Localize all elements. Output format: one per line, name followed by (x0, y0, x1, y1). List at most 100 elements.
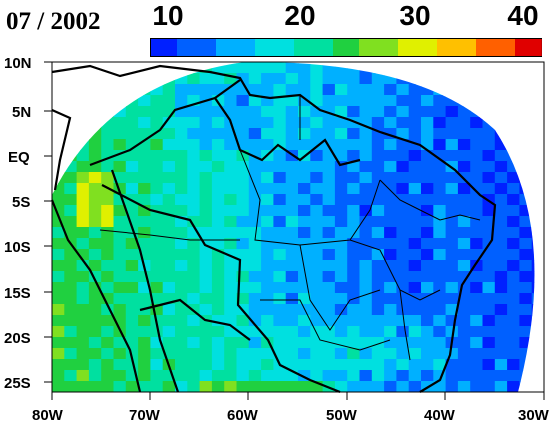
grid-cell (494, 128, 508, 140)
grid-cell (150, 73, 164, 85)
grid-cell (248, 370, 262, 382)
grid-cell (285, 304, 299, 316)
grid-cell (445, 172, 459, 184)
grid-cell (445, 84, 459, 96)
grid-cell (101, 381, 114, 392)
grid-cell (248, 381, 262, 392)
grid-cell (322, 183, 336, 195)
grid-cell (187, 106, 201, 118)
grid-cell (384, 315, 397, 327)
grid-cell (494, 260, 508, 272)
grid-cell (211, 139, 225, 151)
grid-cell (433, 370, 447, 382)
grid-cell (113, 205, 127, 217)
grid-cell (310, 293, 324, 305)
grid-cell (384, 381, 397, 392)
grid-cell (470, 359, 483, 371)
grid-cell (199, 381, 213, 392)
grid-cell (113, 62, 127, 74)
grid-cell (433, 282, 447, 294)
grid-cell (236, 172, 250, 184)
grid-cell (347, 194, 360, 206)
grid-cell (494, 117, 508, 129)
grid-cell (359, 293, 373, 305)
grid-cell (408, 282, 422, 294)
grid-cell (494, 348, 508, 360)
grid-cell (162, 205, 176, 217)
grid-cell (298, 73, 311, 85)
grid-cell (113, 139, 127, 151)
grid-cell (273, 337, 287, 349)
grid-cell (347, 73, 360, 85)
grid-cell (248, 359, 262, 371)
grid-cell (470, 326, 483, 338)
grid-cell (347, 282, 360, 294)
grid-cell (273, 315, 287, 327)
y-tick-10n: 10N (4, 55, 32, 72)
grid-cell (125, 205, 139, 217)
grid-cell (113, 227, 127, 239)
grid-cell (482, 260, 496, 272)
grid-cell (457, 117, 471, 129)
grid-cell (101, 73, 114, 85)
grid-cell (76, 95, 90, 107)
grid-cell (396, 293, 410, 305)
grid-cell (408, 315, 422, 327)
grid-cell (273, 260, 287, 272)
grid-cell (371, 216, 385, 228)
grid-cell (384, 348, 397, 360)
grid-cell (421, 84, 434, 96)
grid-cell (162, 304, 176, 316)
grid-cell (310, 216, 324, 228)
grid-cell (236, 161, 250, 173)
grid-cell (371, 260, 385, 272)
grid-cell (421, 227, 434, 239)
grid-cell (371, 95, 385, 107)
grid-cell (125, 128, 139, 140)
grid-cell (408, 73, 422, 85)
grid-cell (113, 260, 127, 272)
grid-cell (211, 84, 225, 96)
grid-cell (457, 62, 471, 74)
grid-cell (298, 326, 311, 338)
grid-cell (531, 150, 535, 162)
grid-cell (310, 326, 324, 338)
grid-cell (445, 348, 459, 360)
grid-cell (334, 73, 348, 85)
grid-cell (175, 161, 188, 173)
grid-cell (421, 117, 434, 129)
grid-cell (347, 304, 360, 316)
grid-cell (396, 370, 410, 382)
grid-cell (285, 370, 299, 382)
grid-cell (273, 172, 287, 184)
grid-cell (457, 84, 471, 96)
grid-cell (396, 172, 410, 184)
grid-cell (519, 106, 533, 118)
grid-cell (76, 337, 90, 349)
grid-cell (113, 106, 127, 118)
grid-cell (125, 95, 139, 107)
grid-cell (421, 139, 434, 151)
grid-cell (470, 271, 483, 283)
grid-cell (88, 106, 102, 118)
grid-cell (125, 260, 139, 272)
grid-cell (125, 183, 139, 195)
grid-cell (285, 260, 299, 272)
grid-cell (125, 359, 139, 371)
grid-cell (162, 271, 176, 283)
grid-cell (384, 260, 397, 272)
grid-cell (371, 139, 385, 151)
grid-cell (273, 304, 287, 316)
grid-cell (175, 106, 188, 118)
grid-cell (519, 304, 533, 316)
grid-cell (211, 216, 225, 228)
grid-cell (322, 249, 336, 261)
grid-cell (359, 370, 373, 382)
grid-cell (507, 117, 520, 129)
grid-cell (150, 117, 164, 129)
grid-cell (273, 150, 287, 162)
grid-cell (371, 172, 385, 184)
grid-cell (507, 128, 520, 140)
grid-cell (322, 117, 336, 129)
grid-cell (76, 161, 90, 173)
